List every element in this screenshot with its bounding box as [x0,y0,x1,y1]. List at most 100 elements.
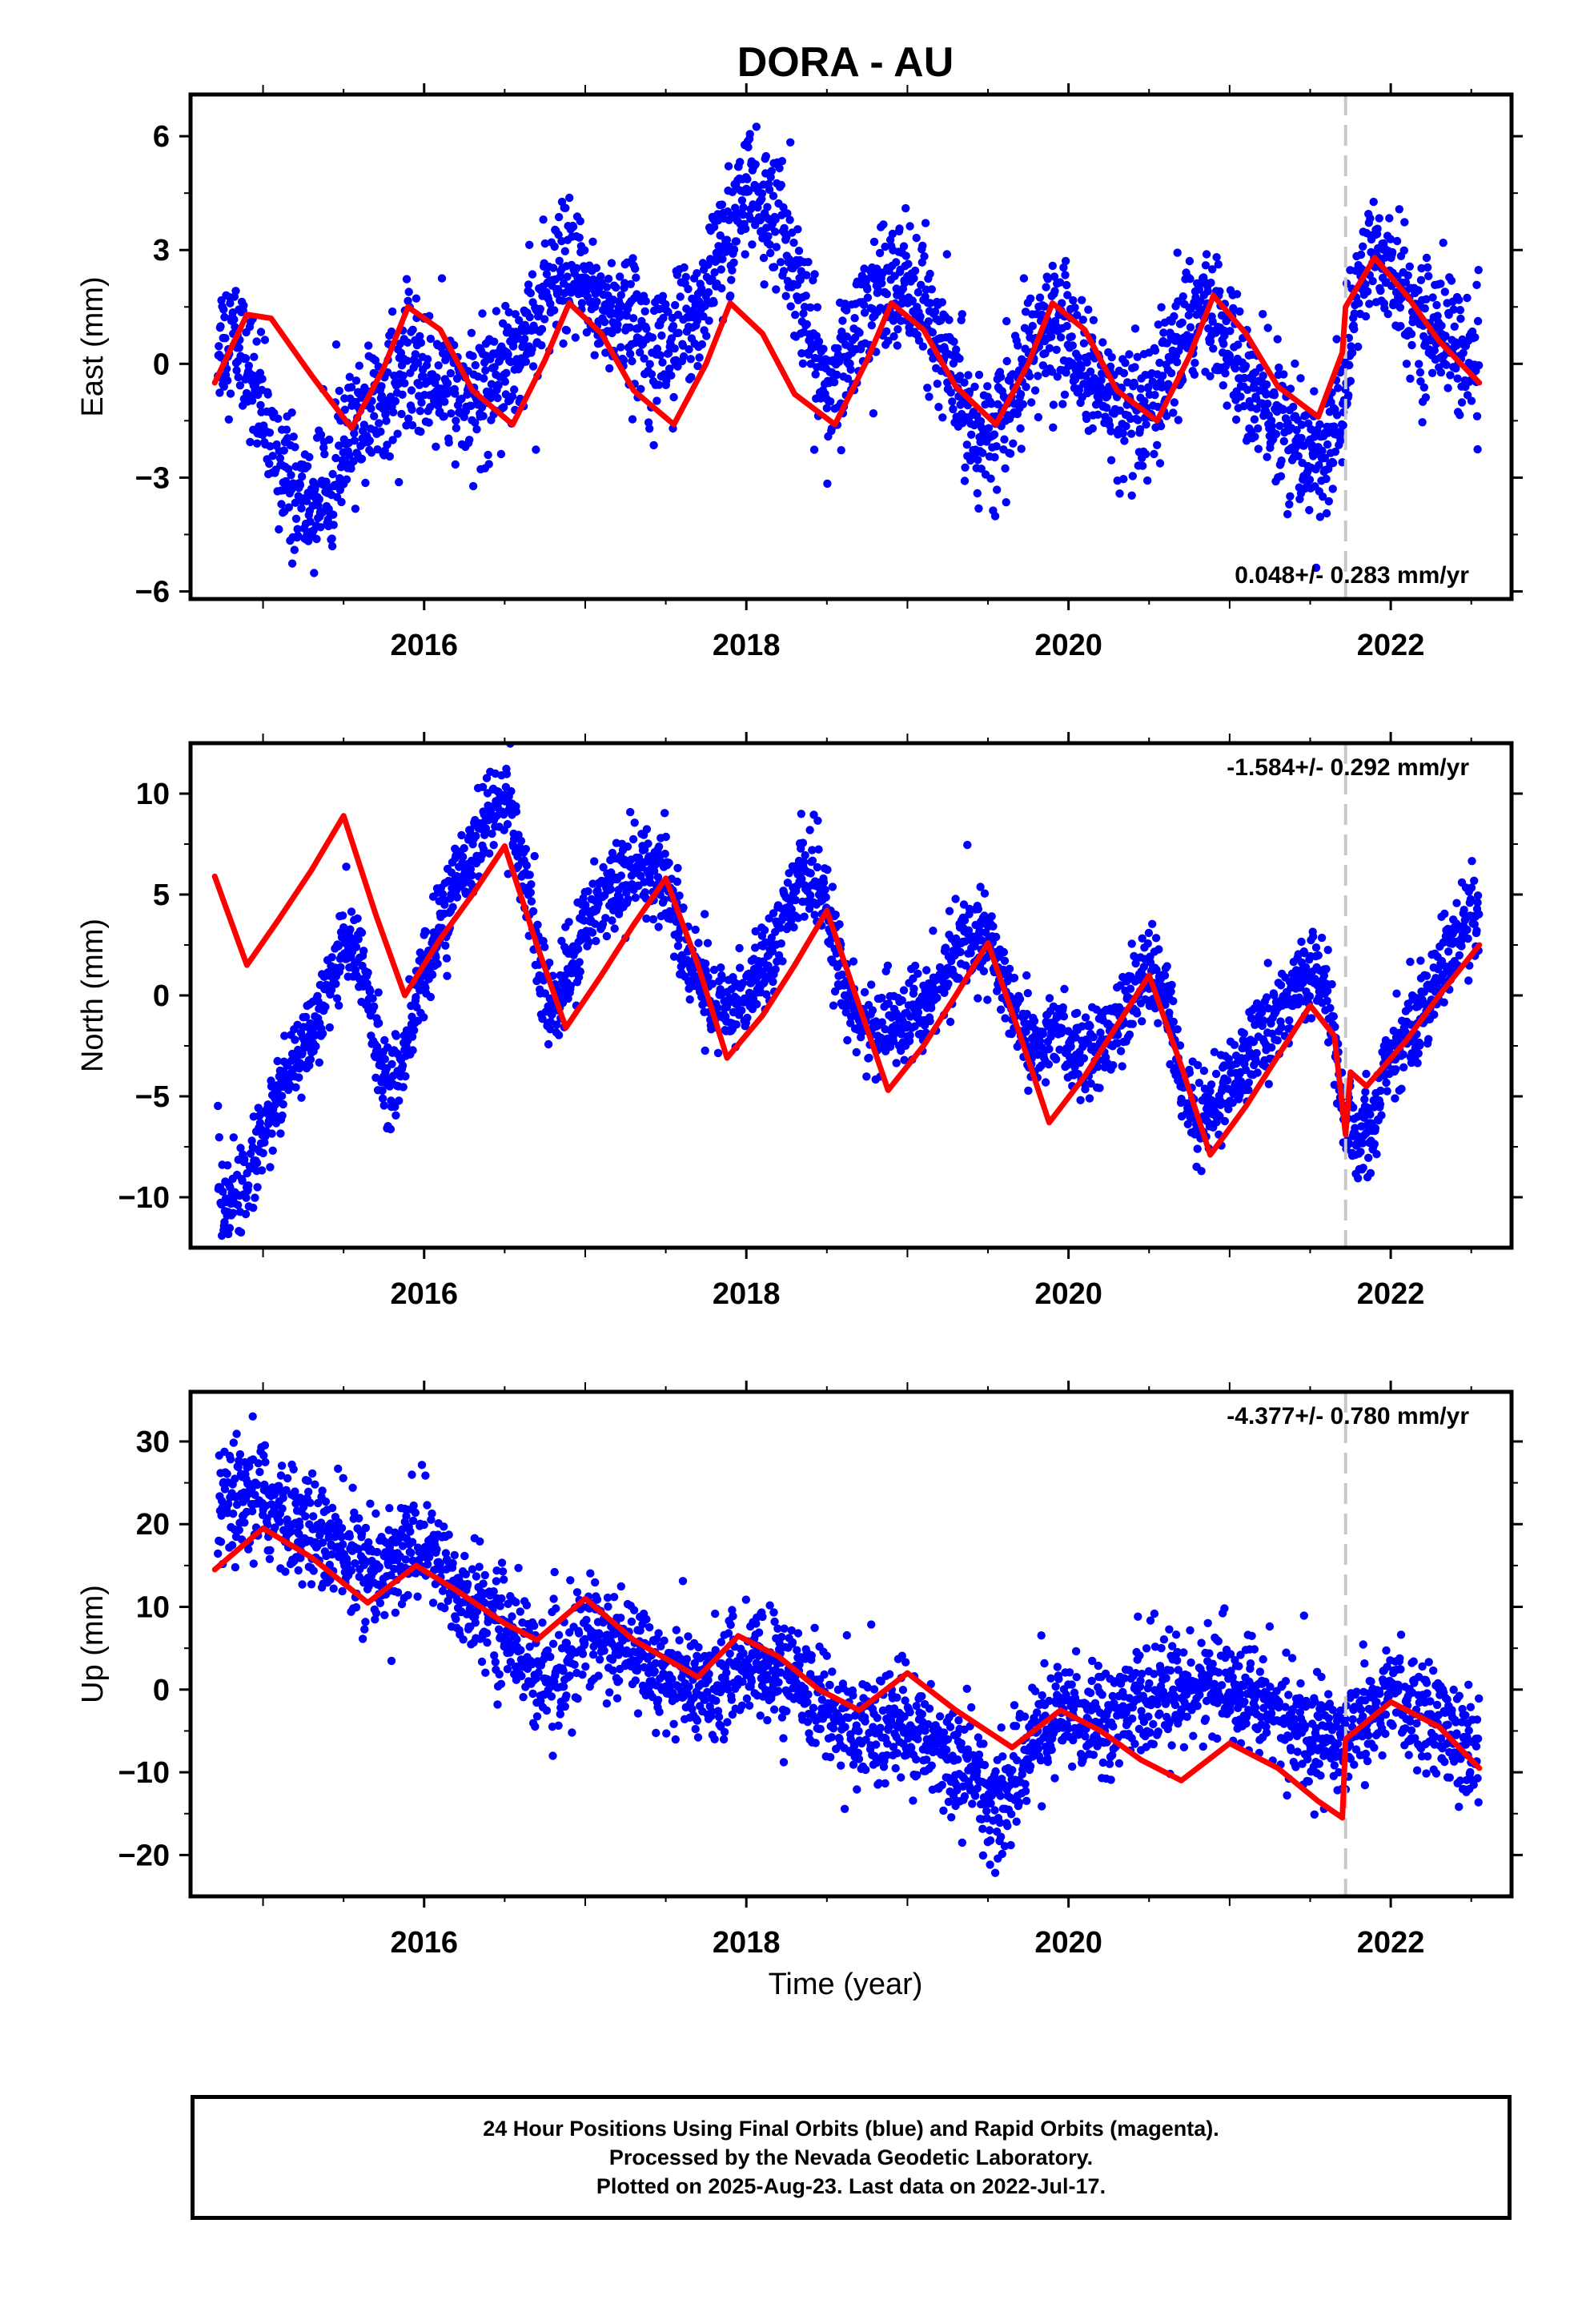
data-point [759,253,769,263]
data-point [416,427,425,436]
data-point [933,993,942,1003]
data-point [500,403,508,412]
data-point [926,269,934,279]
data-point [942,250,952,259]
data-point [446,368,456,378]
data-point [789,238,798,247]
data-point [351,505,360,513]
data-point [672,356,681,364]
data-point [293,525,302,533]
data-point [801,850,809,860]
data-point [760,926,769,935]
data-point [500,377,509,386]
data-point [1473,444,1482,454]
data-point [548,263,558,272]
data-point [929,927,938,935]
data-point [259,1148,267,1158]
data-point [1328,485,1337,493]
data-point [335,386,343,396]
data-point [272,440,281,449]
data-point [588,237,597,246]
data-point [868,1006,877,1015]
data-point [862,1072,871,1081]
data-point [457,830,466,840]
data-point [797,810,805,818]
data-point [484,450,492,460]
data-point [582,328,592,337]
data-point [1207,1080,1216,1089]
data-point [351,943,361,951]
data-point [777,258,785,267]
data-point [625,323,634,332]
data-point [1053,372,1062,381]
data-point [373,445,382,454]
data-point [889,332,898,341]
data-point [967,430,976,439]
data-point [1107,352,1116,362]
data-point [1305,475,1315,485]
data-point [223,1161,232,1170]
data-point [642,914,651,923]
data-point [945,907,954,915]
data-point [1030,1016,1039,1026]
data-point [554,1031,564,1039]
data-point [1472,280,1481,289]
data-point [1315,513,1325,521]
data-point [654,923,663,931]
data-point [1028,321,1038,331]
data-point [590,857,599,866]
data-point [1088,424,1098,433]
data-point [649,440,658,450]
data-point [806,869,815,878]
data-point [636,871,645,881]
data-point [941,943,950,952]
data-point [687,372,696,382]
data-point [258,375,267,384]
data-point [796,275,805,284]
data-point [1264,1080,1274,1088]
data-point [813,862,822,872]
data-point [337,497,346,507]
data-point [1173,1025,1182,1034]
data-point [1417,263,1426,273]
data-point [400,379,409,388]
data-point [404,287,413,296]
data-point [632,273,640,282]
data-point [679,903,688,912]
data-point [351,376,361,385]
data-point [527,897,536,906]
data-point [786,302,795,311]
data-point [705,316,713,325]
data-point [640,354,648,363]
data-point [983,382,992,391]
data-point [970,382,979,392]
data-point [751,160,760,169]
data-point [772,285,781,294]
data-point [658,292,668,300]
data-point [1279,436,1289,446]
data-point [1356,250,1366,259]
data-point [325,435,334,444]
data-point [1127,939,1136,948]
data-point [235,381,245,390]
data-point [225,1224,235,1232]
data-point [1106,456,1116,464]
data-point [1407,329,1416,339]
data-point [1226,327,1235,336]
data-point [1406,374,1415,383]
data-point [472,424,481,434]
rate-label: 0.048+/- 0.283 mm/yr [1235,562,1469,589]
data-point [863,293,873,302]
data-point [1138,1017,1146,1026]
data-point [238,1176,247,1185]
data-point [287,471,295,480]
data-point [1122,422,1130,431]
data-point [1331,447,1340,456]
data-point [782,233,791,242]
data-point [1022,1010,1031,1019]
data-point [892,258,901,267]
data-point [693,269,701,278]
data-point [241,1209,251,1219]
data-point [478,309,487,318]
